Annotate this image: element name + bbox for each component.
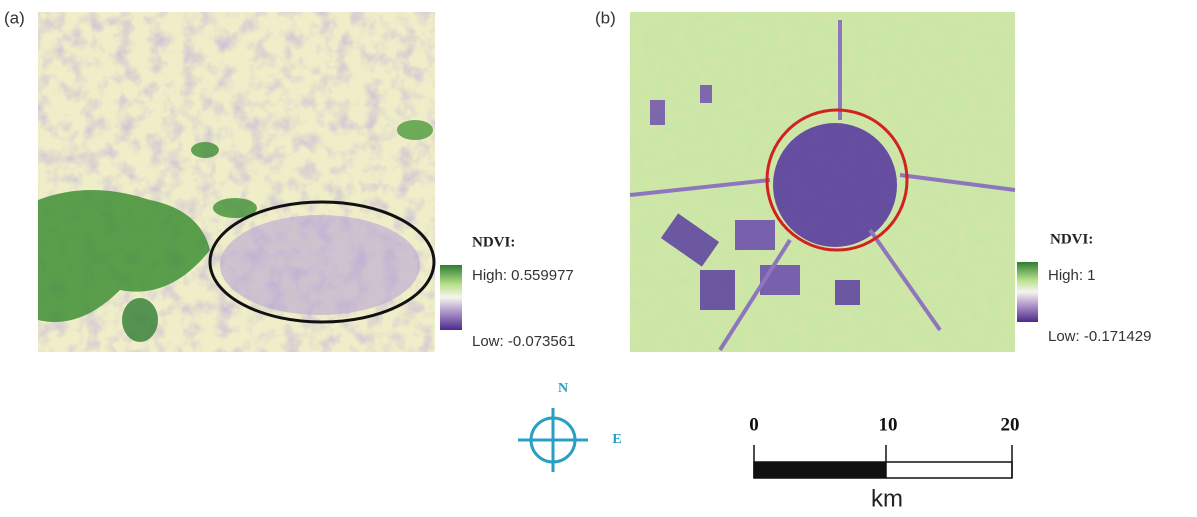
scale-label: 10 bbox=[879, 414, 898, 435]
scale-unit: km bbox=[871, 485, 903, 512]
legend-high: High: 1 bbox=[1048, 267, 1096, 284]
legend-high: High: 0.559977 bbox=[472, 267, 574, 284]
compass-east: E bbox=[612, 432, 621, 447]
legend-bar bbox=[440, 265, 462, 330]
legend-low: Low: -0.073561 bbox=[472, 333, 575, 350]
compass-north: N bbox=[558, 381, 568, 396]
legend-title: NDVI: bbox=[1050, 231, 1093, 247]
panel-label: (b) bbox=[595, 8, 616, 27]
scale-bar-fill bbox=[754, 462, 886, 478]
panel-label: (a) bbox=[4, 8, 25, 27]
map-a bbox=[38, 12, 435, 352]
scale-label: 20 bbox=[1001, 414, 1020, 435]
legend-low: Low: -0.171429 bbox=[1048, 328, 1151, 345]
scale-label: 0 bbox=[749, 414, 759, 435]
map-b bbox=[630, 12, 1015, 352]
figure: (a) NDVI: High: 0.559977 Low: -0.073561 … bbox=[0, 0, 1197, 517]
legend-title: NDVI: bbox=[472, 234, 515, 250]
compass bbox=[518, 408, 588, 472]
legend-bar bbox=[1017, 262, 1038, 322]
